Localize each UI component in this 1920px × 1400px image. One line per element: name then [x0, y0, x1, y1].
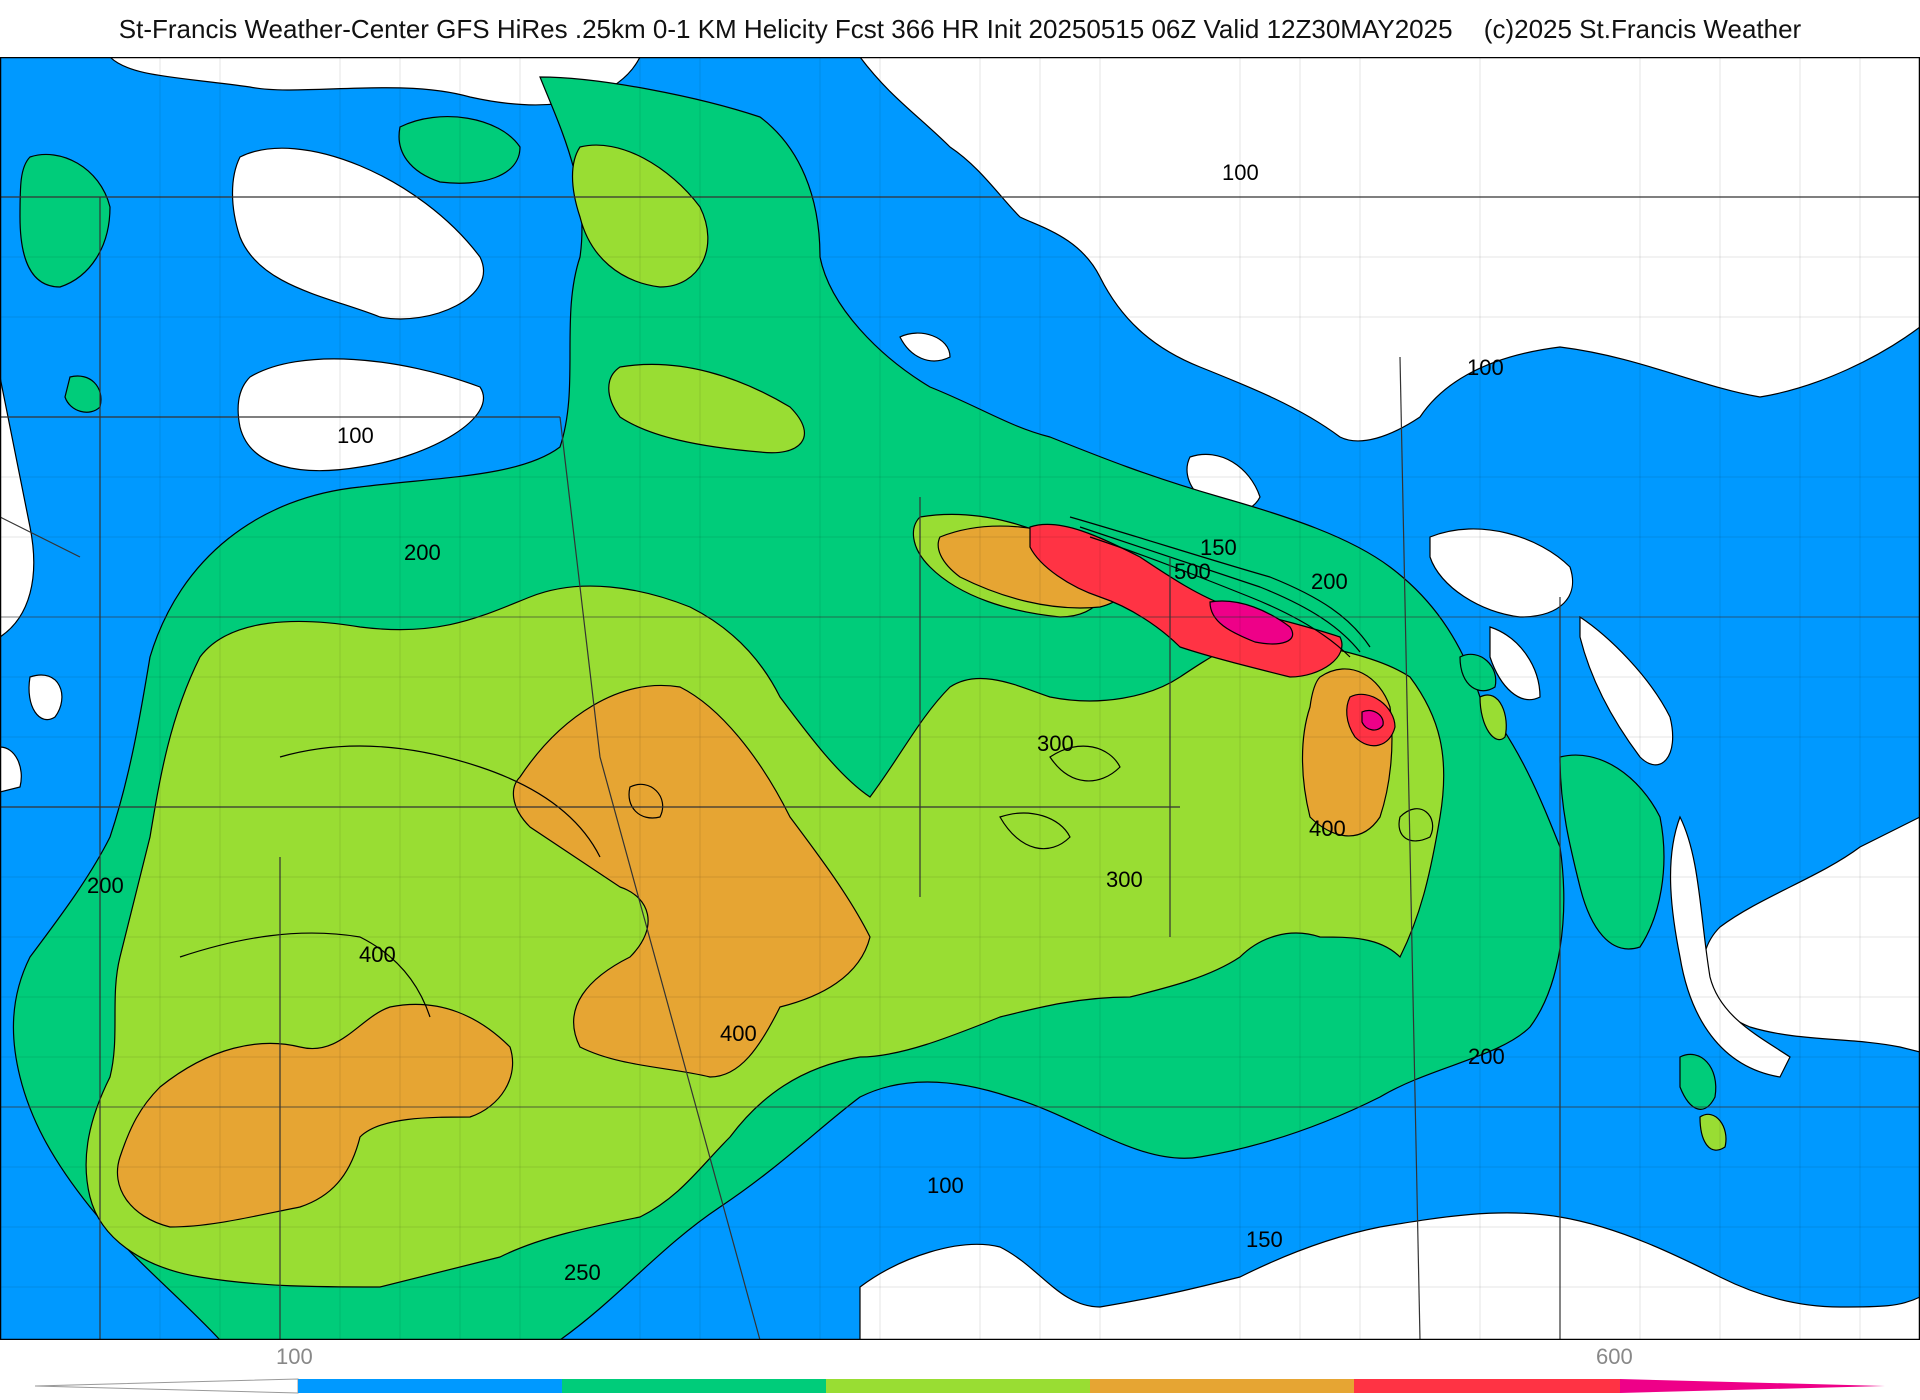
contour-label: 400 [1309, 816, 1346, 841]
contour-label: 500 [1174, 559, 1211, 584]
contour-label: 100 [337, 423, 374, 448]
region-below-100 [0, 57, 1920, 1340]
colorbar-segment-3 [826, 1379, 1090, 1393]
contour-label: 400 [720, 1021, 757, 1046]
map-title: St-Francis Weather-Center GFS HiRes .25k… [0, 14, 1920, 45]
state-boundaries [0, 196, 1920, 1340]
contour-lines [179, 516, 1434, 1018]
contour-label: 100 [927, 1173, 964, 1198]
contour-label: 100 [1467, 355, 1504, 380]
region-600-plus [1209, 600, 1384, 731]
contour-label: 400 [359, 942, 396, 967]
colorbar-segment-1 [298, 1379, 562, 1393]
colorbar-segment-4 [1090, 1379, 1354, 1393]
contour-label: 200 [404, 540, 441, 565]
contour-labels: 100 100 100 200 150 500 200 300 400 300 … [87, 160, 1505, 1285]
copyright-text: (c)2025 St.Francis Weather [1483, 14, 1802, 44]
colorbar-segment-2 [562, 1379, 826, 1393]
contour-label: 200 [1311, 569, 1348, 594]
county-grid [0, 57, 1920, 1340]
colorbar-tick-100: 100 [276, 1344, 313, 1369]
colorbar [34, 1378, 1885, 1394]
title-text: St-Francis Weather-Center GFS HiRes .25k… [118, 14, 1453, 44]
contour-label: 200 [1468, 1044, 1505, 1069]
helicity-map: 100 100 100 200 150 500 200 300 400 300 … [0, 57, 1920, 1340]
contour-label: 250 [564, 1260, 601, 1285]
contour-label: 100 [1222, 160, 1259, 185]
colorbar-high-arrow [1620, 1379, 1885, 1393]
contour-label: 150 [1246, 1227, 1283, 1252]
colorbar-segment-5 [1354, 1379, 1620, 1393]
contour-label: 300 [1106, 867, 1143, 892]
contour-label: 300 [1037, 731, 1074, 756]
contour-label: 150 [1200, 535, 1237, 560]
colorbar-low-arrow [34, 1378, 299, 1394]
contour-label: 200 [87, 873, 124, 898]
colorbar-tick-600: 600 [1596, 1344, 1633, 1369]
